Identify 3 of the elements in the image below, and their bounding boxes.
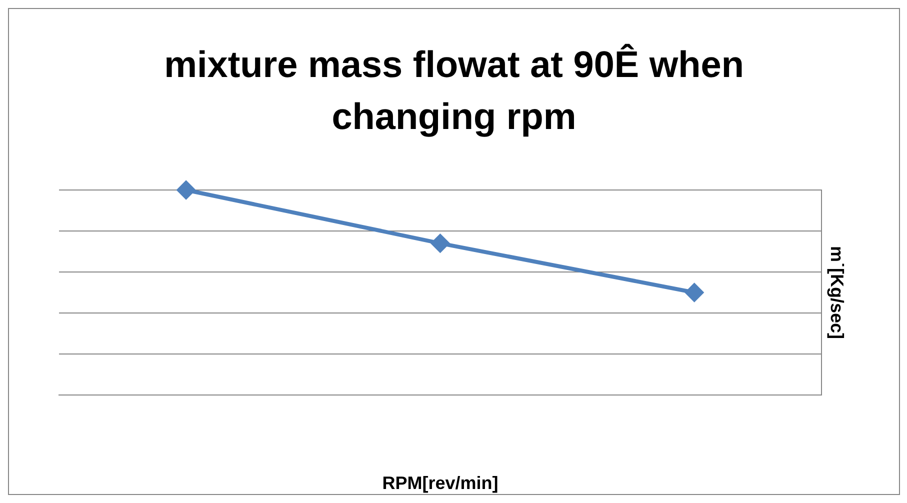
x-axis-title: RPM[rev/min] — [382, 473, 498, 494]
y-axis-title: m˙[Kg/sec] — [827, 246, 848, 340]
chart-title: mixture mass flowat at 90Ê when changing rpm — [163, 42, 745, 139]
